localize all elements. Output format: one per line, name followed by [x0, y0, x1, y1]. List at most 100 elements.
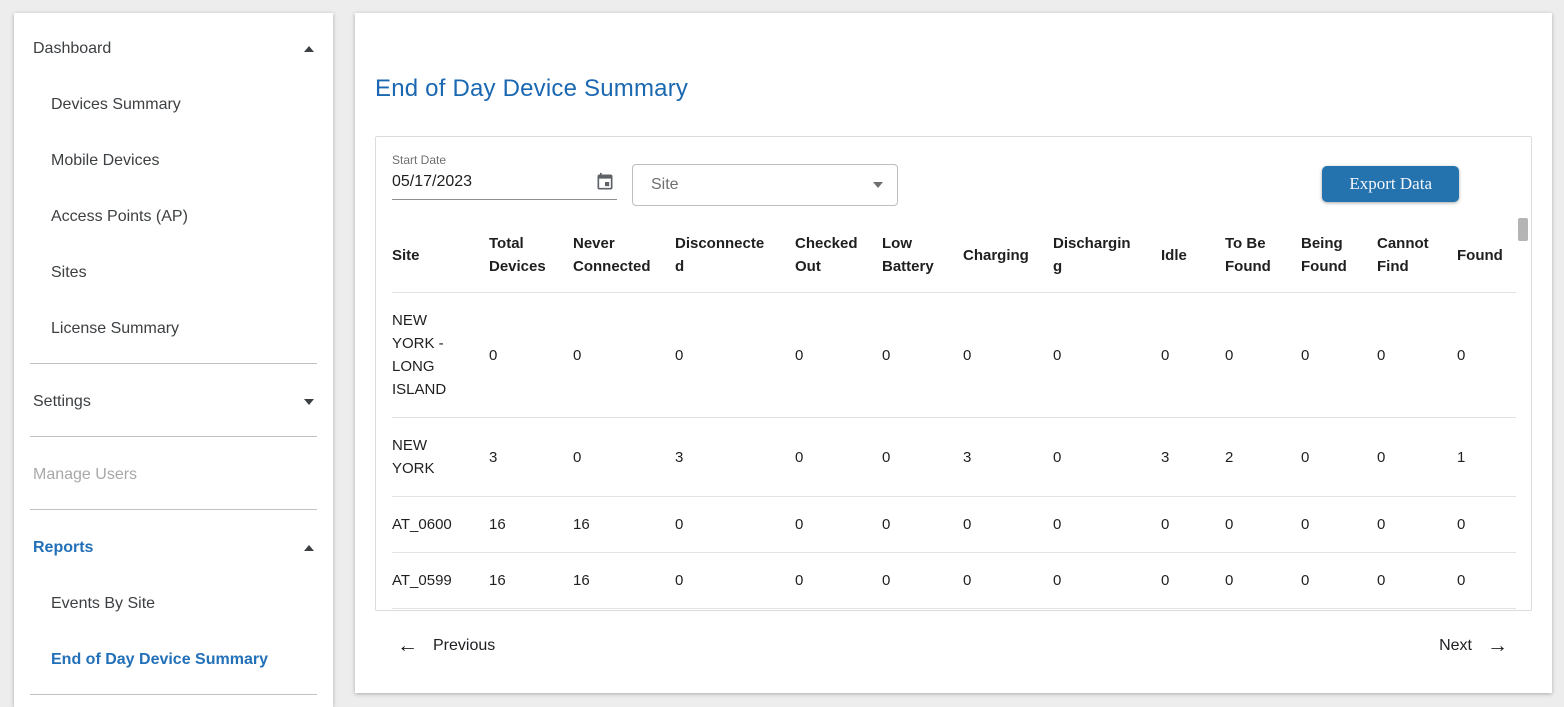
value-cell: 0: [1301, 417, 1377, 497]
column-header-to-be-found: To Be Found: [1225, 218, 1301, 293]
next-button[interactable]: Next →: [1439, 635, 1508, 656]
value-cell: 0: [1225, 496, 1301, 553]
report-card: Start Date 05/17/2023 Site Export Data S…: [375, 136, 1532, 611]
value-cell: 0: [963, 496, 1053, 553]
table-header-row: Site Total Devices Never Connected Disconne…: [392, 218, 1516, 293]
sidebar-item-label: Access Points (AP): [51, 208, 188, 225]
sidebar-item-settings[interactable]: Settings: [14, 374, 333, 430]
column-header-discharging: Discharging: [1053, 218, 1161, 293]
value-cell: 2: [1225, 417, 1301, 497]
sidebar-divider: [30, 694, 317, 695]
value-cell: 0: [1161, 292, 1225, 418]
calendar-icon[interactable]: [595, 172, 615, 192]
table-body: NEW YORK - LONG ISLAND 0 0 0 0 0 0 0 0 0 0 0 0 NEW YO…: [392, 292, 1516, 609]
value-cell: 0: [1225, 552, 1301, 609]
pagination: ← Previous Next →: [375, 635, 1532, 656]
previous-button[interactable]: ← Previous: [397, 635, 495, 656]
value-cell: 0: [1053, 552, 1161, 609]
value-cell: 0: [1053, 292, 1161, 418]
value-cell: 0: [675, 552, 795, 609]
sidebar-divider: [30, 436, 317, 437]
value-cell: 0: [882, 417, 963, 497]
site-cell: AT_0599: [392, 552, 489, 609]
table-row: AT_0599 16 16 0 0 0 0 0 0 0 0 0 0: [392, 552, 1516, 609]
caret-up-icon: [304, 545, 314, 551]
sidebar-item-mobile-devices[interactable]: Mobile Devices: [14, 133, 333, 189]
sidebar-item-reports[interactable]: Reports: [14, 520, 333, 576]
site-select[interactable]: Site: [632, 164, 898, 206]
value-cell: 0: [882, 292, 963, 418]
column-header-being-found: Being Found: [1301, 218, 1377, 293]
filter-bar: Start Date 05/17/2023 Site Export Data: [392, 153, 1515, 206]
sidebar-divider: [30, 509, 317, 510]
site-cell: NEW YORK: [392, 417, 489, 497]
value-cell: 0: [795, 292, 882, 418]
value-cell: 0: [1457, 552, 1516, 609]
sidebar-item-label: License Summary: [51, 320, 180, 337]
value-cell: 0: [963, 292, 1053, 418]
site-cell: AT_0600: [392, 496, 489, 553]
table-row: NEW YORK 3 0 3 0 0 3 0 3 2 0 0 1: [392, 417, 1516, 497]
value-cell: 3: [963, 417, 1053, 497]
chevron-down-icon: [873, 182, 883, 188]
value-cell: 3: [1161, 417, 1225, 497]
value-cell: 0: [1457, 292, 1516, 418]
export-data-button[interactable]: Export Data: [1322, 166, 1459, 202]
column-header-cannot-find: Cannot Find: [1377, 218, 1457, 293]
summary-table: Site Total Devices Never Connected Disconne…: [392, 218, 1516, 609]
value-cell: 3: [489, 417, 573, 497]
start-date-field[interactable]: Start Date 05/17/2023: [392, 153, 617, 200]
sidebar-item-devices-summary[interactable]: Devices Summary: [14, 77, 333, 133]
arrow-left-icon: ←: [397, 634, 418, 657]
sidebar-item-label: Devices Summary: [51, 96, 181, 113]
value-cell: 0: [573, 417, 675, 497]
sidebar-item-access-points[interactable]: Access Points (AP): [14, 189, 333, 245]
value-cell: 0: [1377, 496, 1457, 553]
previous-label: Previous: [433, 636, 496, 654]
value-cell: 0: [795, 417, 882, 497]
column-header-found: Found: [1457, 218, 1516, 293]
sidebar-item-label: Mobile Devices: [51, 152, 160, 169]
value-cell: 0: [1301, 552, 1377, 609]
sidebar-item-sites[interactable]: Sites: [14, 245, 333, 301]
arrow-right-icon: →: [1487, 634, 1508, 657]
value-cell: 0: [1225, 292, 1301, 418]
value-cell: 16: [573, 496, 675, 553]
sidebar-item-label: Settings: [33, 393, 91, 410]
value-cell: 0: [795, 552, 882, 609]
value-cell: 0: [882, 496, 963, 553]
value-cell: 0: [675, 496, 795, 553]
page-title: End of Day Device Summary: [375, 75, 689, 102]
caret-down-icon: [304, 399, 314, 405]
sidebar-item-events-by-site[interactable]: Events By Site: [14, 576, 333, 632]
value-cell: 3: [675, 417, 795, 497]
sidebar-item-manage-users[interactable]: Manage Users: [14, 447, 333, 503]
column-header-never-connected: Never Connected: [573, 218, 675, 293]
value-cell: 0: [489, 292, 573, 418]
column-header-total-devices: Total Devices: [489, 218, 573, 293]
sidebar-item-label: Manage Users: [33, 466, 138, 483]
value-cell: 0: [882, 552, 963, 609]
value-cell: 0: [573, 292, 675, 418]
table-row: AT_0600 16 16 0 0 0 0 0 0 0 0 0 0: [392, 496, 1516, 553]
value-cell: 0: [795, 496, 882, 553]
column-header-checked-out: Checked Out: [795, 218, 882, 293]
value-cell: 0: [1161, 552, 1225, 609]
value-cell: 0: [1301, 496, 1377, 553]
next-label: Next: [1439, 636, 1472, 654]
sidebar: Dashboard Devices Summary Mobile Devices…: [14, 13, 333, 707]
table-row: NEW YORK - LONG ISLAND 0 0 0 0 0 0 0 0 0 0 0 0: [392, 292, 1516, 418]
start-date-input[interactable]: 05/17/2023: [392, 173, 473, 190]
sidebar-item-label: Sites: [51, 264, 87, 281]
sidebar-item-label: Reports: [33, 539, 94, 556]
value-cell: 0: [675, 292, 795, 418]
table-scrollbar-thumb[interactable]: [1518, 218, 1528, 241]
value-cell: 0: [1053, 417, 1161, 497]
value-cell: 0: [1053, 496, 1161, 553]
value-cell: 0: [1301, 292, 1377, 418]
sidebar-item-license-summary[interactable]: License Summary: [14, 301, 333, 357]
value-cell: 16: [489, 552, 573, 609]
sidebar-item-dashboard[interactable]: Dashboard: [14, 21, 333, 77]
sidebar-item-end-of-day-device-summary[interactable]: End of Day Device Summary: [14, 632, 333, 688]
value-cell: 0: [963, 552, 1053, 609]
